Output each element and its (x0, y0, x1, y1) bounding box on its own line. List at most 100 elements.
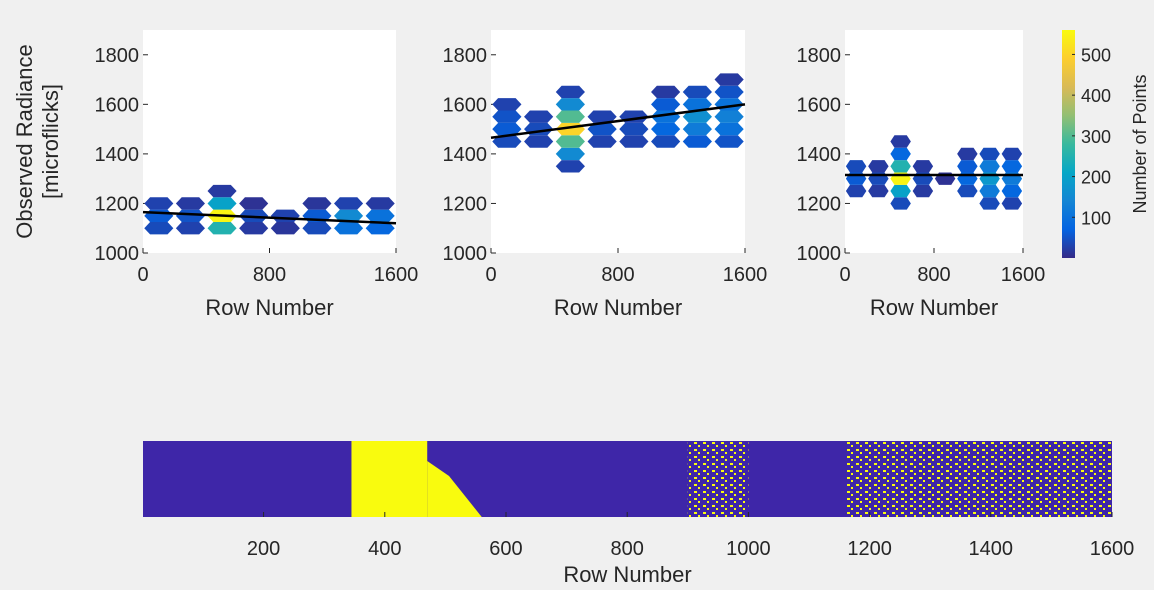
hexbin-cell (619, 122, 649, 136)
y-tick-label: 1800 (797, 45, 842, 67)
y-axis-label: Observed Radiance (12, 44, 37, 238)
hexbin-cell (207, 222, 237, 235)
y-tick-label: 1400 (95, 144, 140, 166)
hexbin-cell (651, 135, 681, 148)
y-tick-label: 1200 (443, 193, 488, 215)
mask-region (427, 461, 482, 517)
hexbin-cell (555, 98, 585, 111)
hexbin-cell (957, 147, 978, 161)
y-tick-label: 1000 (443, 243, 488, 265)
hexbin-cell (651, 122, 681, 136)
hexbin-cell (1001, 147, 1023, 161)
hexbin-cell (651, 98, 681, 111)
hexbin-cell (714, 85, 744, 99)
hexbin-cell (957, 160, 978, 173)
hexbin-cell (239, 197, 269, 210)
colorbar-label: Number of Points (1130, 74, 1150, 213)
fit-line (490, 103, 746, 140)
hexbin-cell (144, 197, 174, 210)
hexbin-cell (1001, 160, 1023, 173)
hexbin-cell (555, 147, 585, 161)
hexbin-cell (334, 197, 364, 210)
hexbin-cell (365, 222, 395, 235)
hexbin-cell (492, 135, 522, 148)
hexbin-cell (555, 85, 585, 99)
fit-line (142, 210, 397, 225)
colorbar (1062, 30, 1075, 258)
hexbin-cell (144, 222, 174, 235)
x-axis-label: Row Number (554, 295, 682, 320)
mask-speckle (687, 441, 749, 517)
hexbin-cell (682, 122, 712, 136)
hexbin-cell (890, 147, 911, 161)
colorbar-tick-label: 300 (1081, 127, 1111, 147)
x-tick-label: 400 (368, 538, 401, 560)
x-tick-label: 0 (839, 264, 850, 286)
hexbin-cell (365, 209, 395, 223)
x-tick-label: 600 (489, 538, 522, 560)
x-tick-label: 1600 (1001, 264, 1046, 286)
mask-region (351, 441, 428, 517)
y-tick-label: 1600 (443, 94, 488, 116)
hexbin-cell (682, 85, 712, 99)
y-tick-label: 1000 (95, 243, 140, 265)
colorbar-tick-label: 400 (1081, 86, 1111, 106)
hexbin-cell (682, 110, 712, 123)
y-tick-label: 1800 (443, 45, 488, 67)
hexbin-cell (1001, 184, 1023, 198)
hexbin-cell (957, 184, 978, 198)
y-tick-label: 1200 (797, 193, 842, 215)
hexbin-cell (714, 122, 744, 136)
hexbin-cell (912, 184, 934, 198)
x-tick-label: 1200 (847, 538, 892, 560)
hexbin-cell (868, 160, 889, 173)
x-tick-label: 1000 (726, 538, 771, 560)
hexbin-cell (979, 184, 1000, 198)
y-tick-label: 1000 (797, 243, 842, 265)
hexbin-cell (555, 135, 585, 148)
hexbin-cell (302, 222, 332, 235)
hexbin-cell (524, 135, 554, 148)
hexbin-cell (979, 160, 1000, 173)
x-tick-label: 1600 (1090, 538, 1135, 560)
x-axis-label: Row Number (563, 562, 691, 585)
hexbin-cell (492, 122, 522, 136)
x-axis-label: Row Number (870, 295, 998, 320)
hexbin-cell (1001, 197, 1023, 210)
colorbar-tick-label: 100 (1081, 208, 1111, 228)
hexbin-cell (845, 184, 867, 198)
hexbin-cell (890, 197, 911, 210)
hexbin-cell (302, 197, 332, 210)
hexbin-cell (524, 110, 554, 123)
hexbin-cell (682, 135, 712, 148)
hexbin-cell (587, 122, 617, 136)
x-axis-label: Row Number (205, 295, 333, 320)
plot-area (845, 30, 1023, 253)
hexbin-cell (175, 222, 205, 235)
hexbin-cell (555, 110, 585, 123)
hexbin-cell (365, 197, 395, 210)
hexbin-cell (651, 85, 681, 99)
hexbin-cell (890, 135, 911, 148)
hexbin-cell (890, 160, 911, 173)
hexbin-cell (714, 135, 744, 148)
x-tick-label: 0 (485, 264, 496, 286)
x-tick-label: 800 (253, 264, 286, 286)
x-tick-label: 1400 (969, 538, 1014, 560)
x-tick-label: 1600 (374, 264, 419, 286)
y-tick-label: 1600 (797, 94, 842, 116)
x-tick-label: 200 (247, 538, 280, 560)
hexbin-cell (239, 222, 269, 235)
hexbin-cell (334, 222, 364, 235)
colorbar-tick-label: 200 (1081, 168, 1111, 188)
hexbin-cell (270, 209, 300, 223)
hexbin-cell (714, 73, 744, 86)
hexbin-cell (682, 98, 712, 111)
hexbin-cell (868, 184, 889, 198)
hexbin-cell (334, 209, 364, 223)
hexbin-cell (714, 110, 744, 123)
y-axis-label: [microflicks] (38, 84, 63, 199)
hexbin-cell (912, 160, 934, 173)
hexbin-cell (492, 98, 522, 111)
